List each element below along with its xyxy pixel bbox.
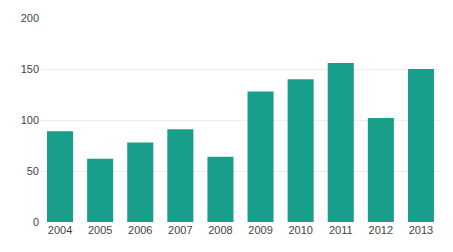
svg-text:50: 50 bbox=[27, 165, 39, 177]
svg-text:2004: 2004 bbox=[48, 224, 72, 236]
svg-text:2013: 2013 bbox=[409, 224, 433, 236]
svg-text:100: 100 bbox=[21, 114, 39, 126]
svg-text:2008: 2008 bbox=[208, 224, 232, 236]
svg-text:2006: 2006 bbox=[128, 224, 152, 236]
svg-text:2010: 2010 bbox=[288, 224, 312, 236]
svg-text:2005: 2005 bbox=[88, 224, 112, 236]
svg-text:2012: 2012 bbox=[369, 224, 393, 236]
svg-text:200: 200 bbox=[21, 12, 39, 24]
svg-text:2009: 2009 bbox=[248, 224, 272, 236]
svg-text:0: 0 bbox=[33, 216, 39, 228]
svg-text:150: 150 bbox=[21, 63, 39, 75]
svg-text:2011: 2011 bbox=[329, 224, 353, 236]
svg-text:2007: 2007 bbox=[168, 224, 192, 236]
